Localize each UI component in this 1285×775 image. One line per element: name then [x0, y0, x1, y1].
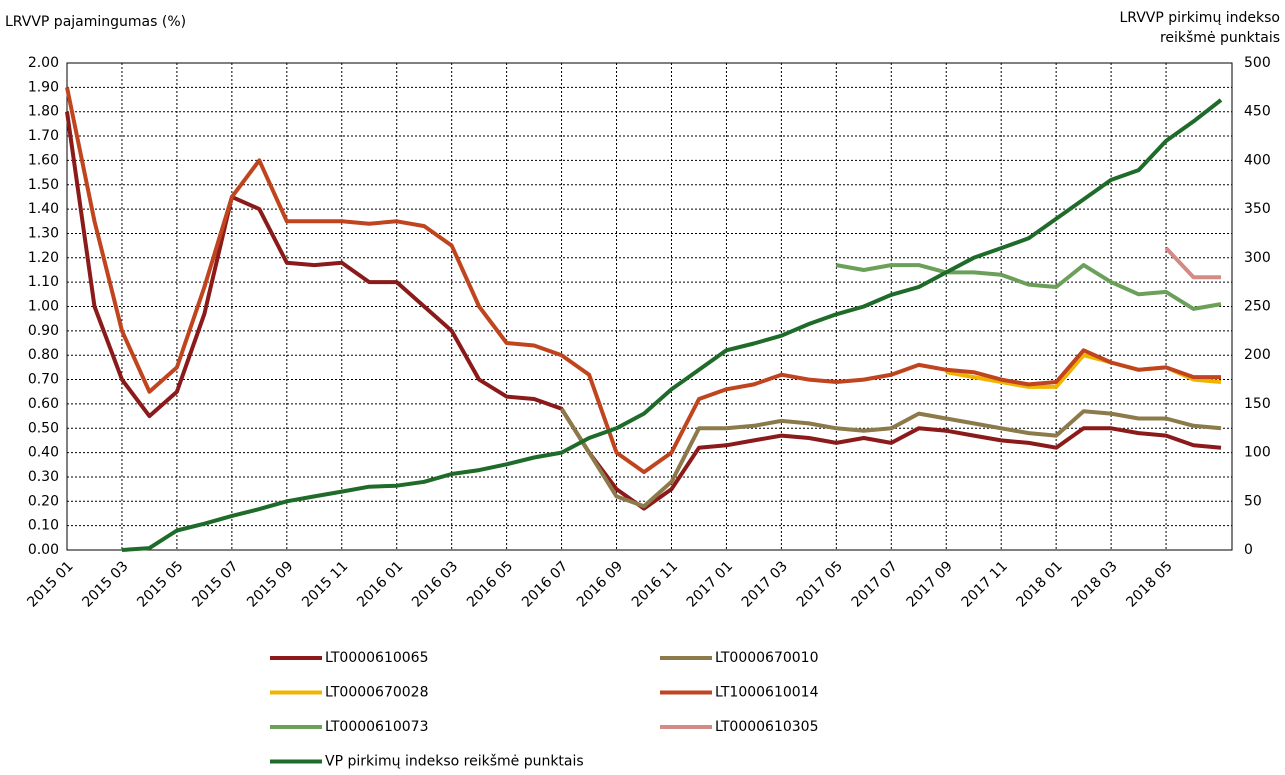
legend-label: LT0000670028: [325, 685, 429, 701]
series-line: [65, 86, 1221, 475]
y2-tick-label: 250: [1244, 299, 1271, 315]
x-tick-label: 2016 11: [629, 558, 681, 610]
y2-axis-title: reikšmė punktais: [1160, 30, 1280, 46]
y-tick-label: 0.10: [28, 518, 59, 534]
legend-label: LT0000610065: [325, 650, 429, 666]
y-tick-label: 0.20: [28, 493, 59, 509]
y-tick-label: 2.00: [28, 55, 59, 71]
series-line: [1164, 246, 1221, 280]
y-tick-label: 1.20: [28, 250, 59, 266]
y-axis-title: LRVVP pajamingumas (%): [5, 14, 186, 30]
x-tick-label: 2016 05: [464, 558, 516, 610]
y-tick-label: 0.00: [28, 542, 59, 558]
y2-tick-label: 50: [1244, 493, 1262, 509]
y2-tick-label: 300: [1244, 250, 1271, 266]
y-tick-label: 0.80: [28, 347, 59, 363]
legend-label: LT0000670010: [715, 650, 819, 666]
y-tick-label: 0.70: [28, 372, 59, 388]
legend-label: VP pirkimų indekso reikšmė punktais: [325, 754, 584, 770]
x-tick-label: 2016 07: [519, 558, 571, 610]
x-tick-label: 2017 07: [849, 558, 901, 610]
y2-tick-label: 200: [1244, 347, 1271, 363]
x-tick-label: 2015 01: [24, 558, 76, 610]
x-tick-label: 2017 01: [684, 558, 736, 610]
x-tick-label: 2015 05: [134, 558, 186, 610]
x-tick-label: 2016 01: [354, 558, 406, 610]
x-tick-label: 2018 03: [1069, 558, 1121, 610]
y-tick-label: 0.30: [28, 469, 59, 485]
series-line: [835, 263, 1222, 311]
y2-tick-label: 450: [1244, 104, 1271, 120]
y-tick-label: 1.80: [28, 104, 59, 120]
x-tick-label: 2018 01: [1014, 558, 1066, 610]
y2-tick-label: 500: [1244, 55, 1271, 71]
x-tick-label: 2017 05: [794, 558, 846, 610]
y2-tick-label: 400: [1244, 152, 1271, 168]
y-tick-label: 1.90: [28, 79, 59, 95]
y-tick-label: 0.50: [28, 420, 59, 436]
x-tick-label: 2017 03: [739, 558, 791, 610]
y-tick-label: 0.90: [28, 323, 59, 339]
y2-axis-title: LRVVP pirkimų indekso: [1119, 10, 1280, 26]
y-tick-label: 1.60: [28, 152, 59, 168]
x-tick-label: 2015 11: [299, 558, 351, 610]
y-tick-label: 1.00: [28, 299, 59, 315]
y-tick-label: 1.50: [28, 177, 59, 193]
legend-label: LT0000610305: [715, 719, 819, 735]
y-tick-label: 1.30: [28, 225, 59, 241]
legend-label: LT1000610014: [715, 685, 819, 701]
y2-tick-label: 0: [1244, 542, 1253, 558]
series-line: [65, 111, 1222, 511]
x-tick-label: 2015 09: [244, 558, 296, 610]
plot-border: [66, 62, 1233, 551]
y-tick-label: 1.70: [28, 128, 59, 144]
legend-label: LT0000610073: [325, 719, 429, 735]
y-tick-label: 0.40: [28, 445, 59, 461]
x-tick-label: 2015 07: [189, 558, 241, 610]
y-tick-label: 0.60: [28, 396, 59, 412]
y2-tick-label: 150: [1244, 396, 1271, 412]
series-line: [559, 407, 1222, 509]
y2-tick-label: 350: [1244, 201, 1271, 217]
x-tick-label: 2018 05: [1123, 558, 1175, 610]
x-tick-label: 2017 11: [959, 558, 1011, 610]
y-tick-label: 1.40: [28, 201, 59, 217]
x-tick-label: 2017 09: [904, 558, 956, 610]
x-tick-label: 2015 03: [79, 558, 131, 610]
y2-tick-label: 100: [1244, 445, 1271, 461]
y-tick-label: 1.10: [28, 274, 59, 290]
series-line: [121, 98, 1223, 552]
x-tick-label: 2016 09: [574, 558, 626, 610]
x-tick-label: 2016 03: [409, 558, 461, 610]
